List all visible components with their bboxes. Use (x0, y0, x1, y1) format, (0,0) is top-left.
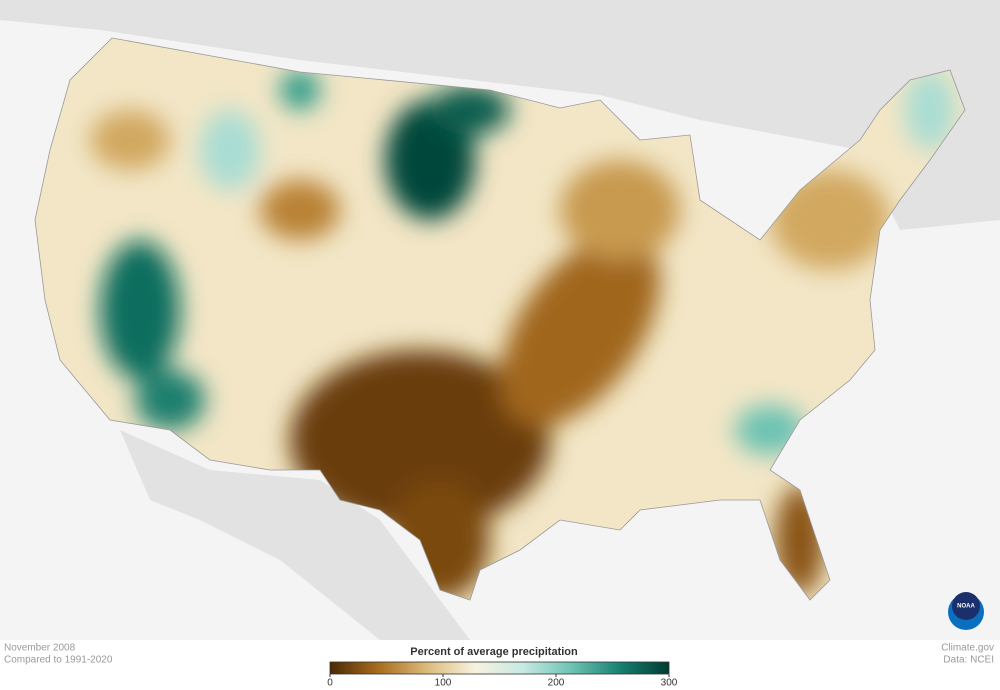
period: November 2008 (4, 643, 76, 654)
colorbar-ticks: 0 100 200 300 (327, 674, 678, 689)
tick-label: 300 (661, 678, 678, 689)
canada (0, 0, 1000, 230)
tick-label: 0 (327, 678, 333, 689)
tick-label: 200 (548, 678, 565, 689)
legend-title: Percent of average precipitation (410, 646, 578, 658)
tick-label: 100 (435, 678, 452, 689)
colorbar (329, 661, 670, 675)
mexico (120, 430, 470, 640)
source: Climate.gov (941, 643, 994, 654)
logo-text: NOAA (957, 604, 975, 610)
baseline: Compared to 1991-2020 (4, 655, 113, 666)
data-credit: Data: NCEI (943, 655, 994, 666)
